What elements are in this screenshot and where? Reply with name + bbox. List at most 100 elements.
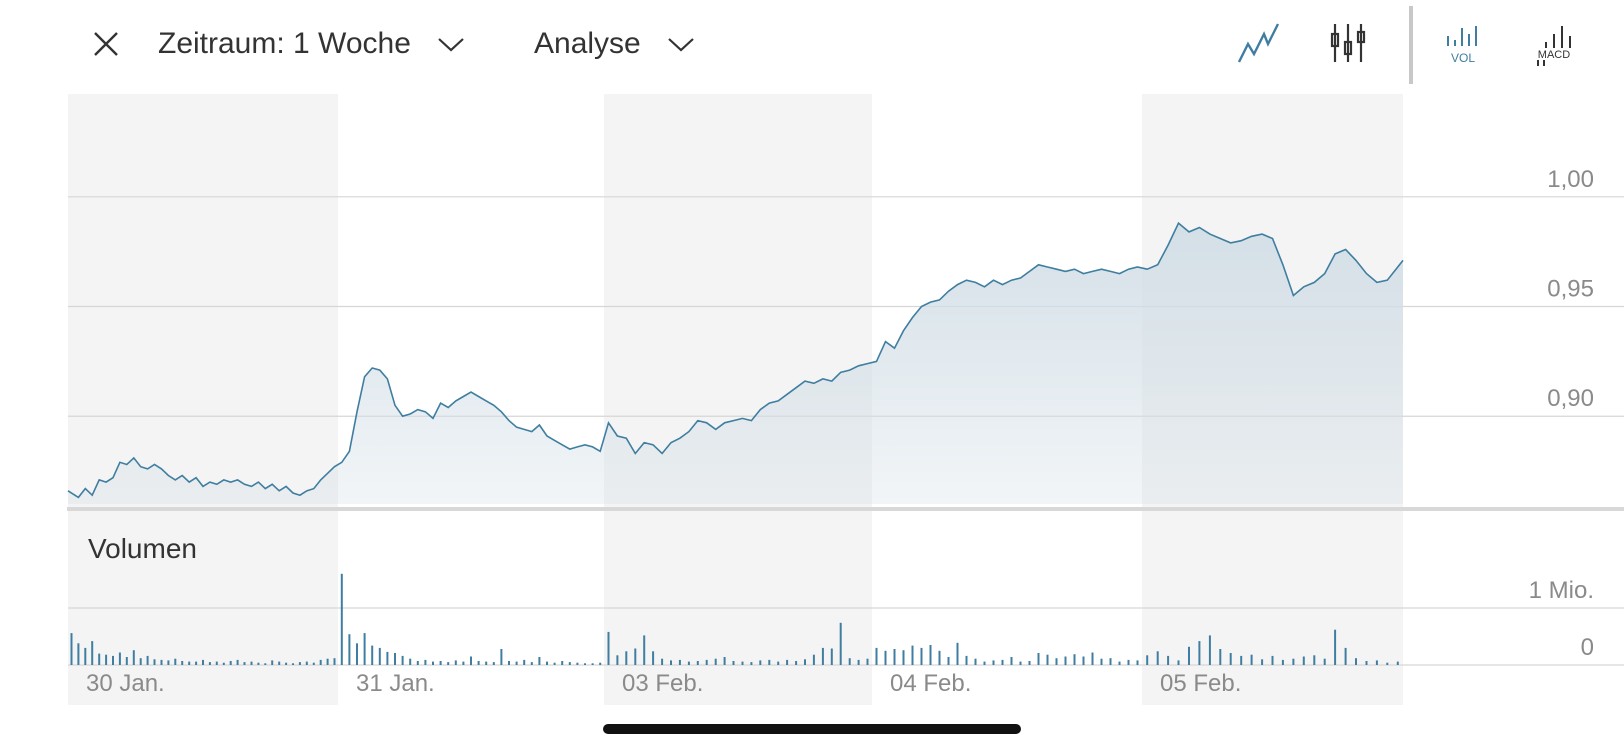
volume-bar <box>652 651 655 665</box>
volume-bar <box>1019 661 1022 665</box>
volume-bar <box>1396 661 1399 665</box>
volume-bar <box>759 660 762 665</box>
volume-bar <box>741 661 744 665</box>
volume-bar <box>447 662 450 665</box>
volume-bar <box>348 634 351 665</box>
volume-bar <box>1292 658 1295 665</box>
analysis-dropdown[interactable]: Analyse <box>534 20 695 68</box>
close-button[interactable] <box>86 24 126 64</box>
volume-bar <box>875 647 878 665</box>
volume-bars <box>70 573 1399 666</box>
volume-bar <box>830 648 833 665</box>
volume-bar <box>576 662 579 665</box>
volume-bar <box>1261 659 1264 665</box>
volume-bar <box>470 656 472 666</box>
volume-bar <box>714 658 717 665</box>
price-line <box>67 221 1404 499</box>
volume-bar <box>1344 647 1347 665</box>
volume-bar <box>91 641 94 665</box>
volume-bar <box>1198 641 1201 665</box>
volume-bar <box>1037 653 1040 665</box>
period-dropdown[interactable]: Zeitraum: 1 Woche <box>158 20 465 68</box>
volume-bar <box>625 651 628 665</box>
volume-bar <box>1229 653 1232 665</box>
chevron-down-icon <box>438 38 464 52</box>
volume-bar <box>236 659 239 665</box>
volume-bar <box>257 662 260 665</box>
volume-bar <box>292 663 294 665</box>
candlestick-button[interactable] <box>1322 20 1374 68</box>
volume-bar <box>607 631 610 665</box>
volume-bar <box>795 661 798 665</box>
volume-bar <box>1001 659 1004 665</box>
volume-bar <box>983 661 986 665</box>
volume-bar <box>857 659 860 665</box>
volume-bar <box>616 655 619 665</box>
x-tick-label: 30 Jan. <box>86 670 165 697</box>
volume-bar <box>98 653 101 665</box>
volume-bar <box>454 660 457 665</box>
volume-bar <box>202 659 204 665</box>
volume-bar <box>492 662 495 665</box>
volume-bar <box>378 647 381 665</box>
volume-bar <box>363 633 366 665</box>
volume-bar <box>561 661 564 665</box>
volume-bar <box>195 661 198 665</box>
volume-bar <box>768 659 771 665</box>
volume-bar <box>1010 657 1013 665</box>
volume-bar <box>1156 651 1159 665</box>
volume-bar <box>591 663 594 665</box>
volume-bar <box>1386 662 1389 665</box>
volume-bar <box>1136 660 1139 665</box>
volume-bar <box>911 645 914 665</box>
volume-bar <box>884 650 887 666</box>
volume-bar <box>305 661 308 665</box>
volume-bar <box>929 645 932 665</box>
volume-toggle-button[interactable]: VOL <box>1438 20 1490 68</box>
volume-bar <box>866 658 869 665</box>
volume-bar <box>1271 655 1274 665</box>
volume-bar <box>1100 658 1103 665</box>
x-tick-label: 04 Feb. <box>890 670 971 697</box>
volume-bar <box>356 643 358 665</box>
chevron-down-icon <box>667 38 694 52</box>
volume-bar <box>1064 656 1067 666</box>
volume-bar <box>409 658 412 665</box>
volume-bar <box>118 652 121 665</box>
volume-bar <box>340 573 343 665</box>
volume-bar <box>670 660 672 665</box>
macd-icon-label: MACD <box>1538 49 1570 61</box>
volume-bar <box>1281 659 1284 665</box>
chart-toolbar: Zeitraum: 1 Woche Analyse <box>0 0 1624 92</box>
volume-bar <box>1055 658 1058 665</box>
volume-bar <box>222 662 225 665</box>
volume-bar <box>1028 661 1031 665</box>
volume-bar <box>1219 649 1222 665</box>
volume-bar <box>1118 661 1121 665</box>
volume-bar <box>1109 658 1112 665</box>
volume-bar <box>599 662 602 665</box>
volume-bar <box>278 661 281 665</box>
volume-bar <box>139 658 142 665</box>
price-tick-label: 0,90 <box>1547 385 1594 412</box>
volume-bar <box>678 659 681 665</box>
line-chart-button[interactable] <box>1234 20 1286 68</box>
home-indicator[interactable] <box>603 724 1021 734</box>
volume-bar <box>439 661 442 665</box>
volume-bar <box>1208 635 1211 665</box>
volume-bar <box>515 661 518 665</box>
volume-bar <box>920 647 923 665</box>
volume-bar <box>1313 655 1316 665</box>
volume-bar <box>956 642 959 665</box>
volume-icon: VOL <box>1447 26 1477 65</box>
volume-bar <box>70 633 73 665</box>
volume-bar <box>1046 654 1049 665</box>
volume-bar <box>750 662 753 665</box>
volume-bar <box>786 659 789 665</box>
volume-bar <box>132 650 135 665</box>
volume-bar <box>153 659 156 665</box>
close-icon <box>94 32 118 56</box>
volume-bar <box>1250 654 1253 665</box>
macd-toggle-button[interactable]: MACD <box>1528 20 1580 68</box>
volume-bar <box>1177 660 1180 665</box>
